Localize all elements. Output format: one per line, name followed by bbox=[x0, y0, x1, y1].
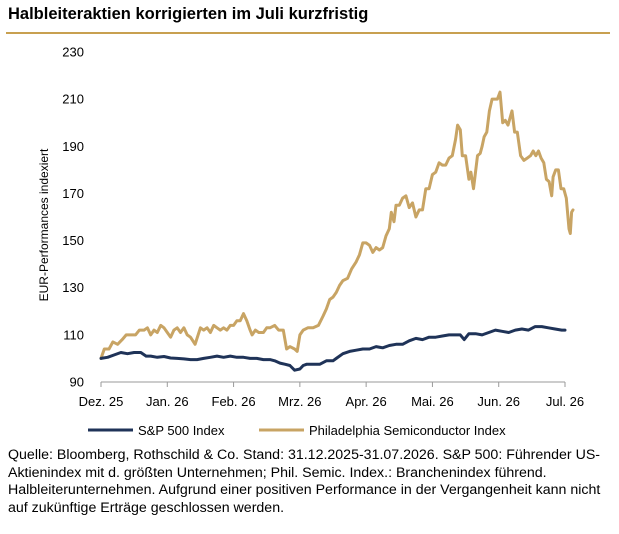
y-axis-labels: 90 110 130 150 170 190 210 230 bbox=[62, 45, 84, 390]
y-tick-label: 170 bbox=[62, 186, 84, 201]
chart: 90 110 130 150 170 190 210 230 Dez. 25 Jan. 26 Fe… bbox=[37, 45, 585, 439]
y-tick-label: 110 bbox=[63, 327, 84, 342]
x-tick-label: Mrz. 26 bbox=[278, 394, 321, 409]
y-tick-label: 150 bbox=[62, 233, 84, 248]
x-axis-ticks bbox=[100, 382, 566, 387]
title-divider bbox=[6, 32, 610, 34]
source-note: Quelle: Bloomberg, Rothschild & Co. Stan… bbox=[8, 447, 601, 516]
y-tick-label: 230 bbox=[62, 45, 84, 60]
legend: S&P 500 Index Philadelphia Semiconductor… bbox=[88, 423, 506, 438]
y-tick-label: 190 bbox=[62, 139, 84, 154]
x-tick-label: Jan. 26 bbox=[146, 394, 189, 409]
x-tick-label: Dez. 25 bbox=[79, 394, 124, 409]
x-tick-label: Feb. 26 bbox=[212, 394, 256, 409]
legend-label-sox: Philadelphia Semiconductor Index bbox=[309, 423, 506, 438]
x-tick-label: Apr. 26 bbox=[346, 394, 387, 409]
x-tick-label: Jul. 26 bbox=[546, 394, 584, 409]
y-tick-label: 130 bbox=[62, 280, 84, 295]
legend-label-sp500: S&P 500 Index bbox=[138, 423, 225, 438]
y-axis-title: EUR-Performances indexiert bbox=[37, 148, 51, 301]
x-tick-label: Jun. 26 bbox=[477, 394, 520, 409]
series-line-sox bbox=[99, 90, 575, 360]
chart-title: Halbleiteraktien korrigierten im Juli ku… bbox=[8, 5, 369, 23]
series-lines bbox=[99, 90, 575, 372]
x-axis-labels: Dez. 25 Jan. 26 Feb. 26 Mrz. 26 Apr. 26 Mai. … bbox=[79, 394, 585, 409]
y-tick-label: 90 bbox=[70, 375, 84, 390]
y-tick-label: 210 bbox=[62, 92, 84, 107]
x-tick-label: Mai. 26 bbox=[411, 394, 454, 409]
series-line-sp500 bbox=[99, 325, 567, 372]
